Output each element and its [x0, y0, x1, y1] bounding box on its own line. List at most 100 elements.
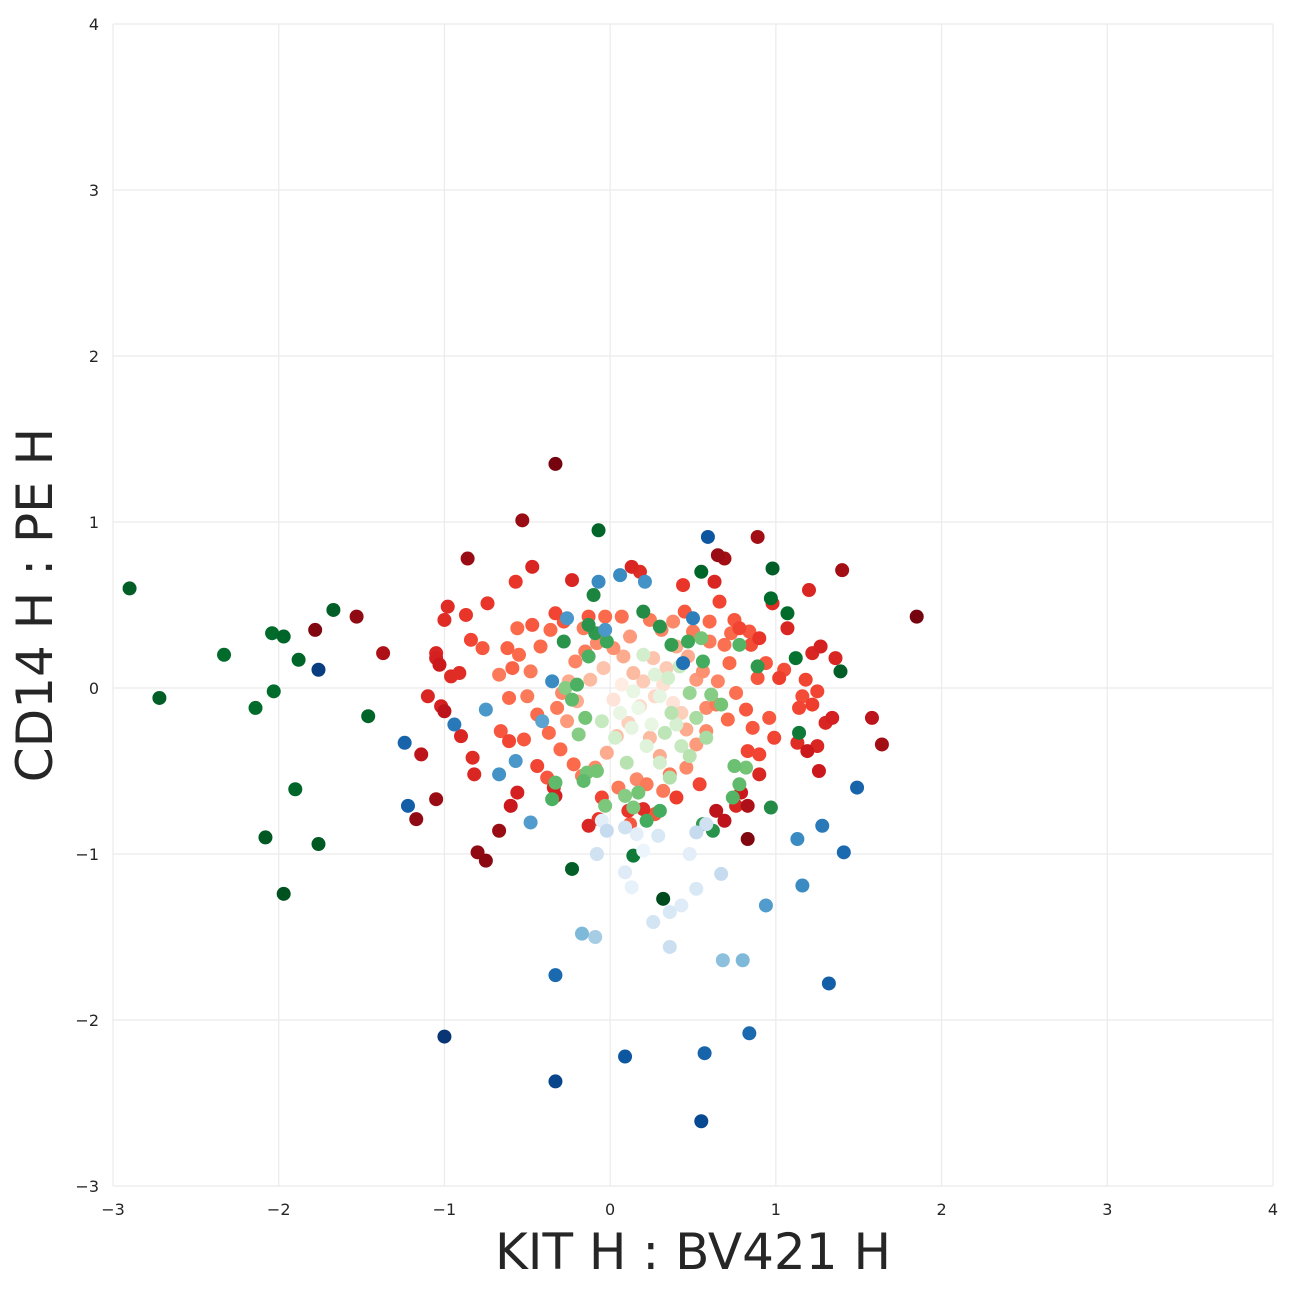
blues-data-point: [682, 847, 697, 861]
blues-data-point: [637, 574, 652, 589]
greens-data-point: [591, 523, 606, 538]
reds-data-point: [740, 744, 755, 759]
reds-data-point: [550, 700, 565, 715]
blues-data-point: [636, 843, 651, 858]
greens-data-point: [217, 647, 232, 662]
greens-data-point: [732, 637, 747, 652]
blues-data-point: [836, 845, 851, 860]
blues-data-point: [790, 832, 805, 847]
reds-data-point: [614, 609, 629, 624]
greens-data-point: [570, 677, 584, 692]
y-axis-title: CD14 H : PE H: [6, 428, 64, 782]
reds-data-point: [669, 790, 684, 805]
reds-data-point: [541, 725, 556, 740]
greens-data-point: [714, 697, 729, 712]
blues-data-point: [815, 818, 830, 833]
blues-data-point: [676, 656, 691, 671]
greens-data-point: [276, 886, 291, 901]
greens-data-point: [122, 581, 137, 596]
greens-data-point: [639, 739, 654, 754]
x-tick-label: −3: [101, 1200, 125, 1219]
greens-data-point: [565, 692, 580, 707]
reds-data-point: [510, 621, 525, 636]
greens-data-point: [626, 684, 641, 699]
greens-data-point: [732, 777, 747, 792]
reds-data-point: [722, 656, 737, 671]
blues-data-point: [694, 1114, 709, 1129]
greens-data-point: [578, 710, 593, 725]
blues-data-point: [599, 823, 614, 838]
reds-data-point: [614, 677, 629, 692]
reds-data-point: [458, 607, 473, 622]
reds-data-point: [750, 671, 765, 686]
reds-data-point: [692, 777, 707, 792]
greens-data-point: [581, 649, 596, 664]
reds-data-point: [500, 641, 515, 656]
greens-data-point: [276, 629, 291, 644]
reds-data-point: [440, 599, 455, 614]
blues-data-point: [560, 611, 575, 626]
greens-data-point: [558, 681, 573, 695]
blues-data-point: [689, 881, 704, 896]
greens-data-point: [565, 861, 580, 876]
blues-data-point: [437, 1029, 452, 1044]
reds-data-point: [492, 823, 507, 838]
reds-data-point: [565, 573, 580, 588]
greens-data-point: [765, 561, 780, 576]
blues-data-point: [508, 754, 523, 769]
reds-data-point: [533, 639, 548, 654]
reds-data-point: [772, 671, 787, 686]
greens-data-point: [266, 684, 281, 699]
reds-data-point: [752, 631, 767, 646]
reds-data-point: [548, 606, 563, 621]
reds-data-point: [676, 578, 691, 593]
greens-data-point: [599, 634, 614, 649]
blues-data-point: [742, 1026, 757, 1041]
x-tick-label: 1: [771, 1200, 781, 1219]
reds-data-point: [548, 456, 563, 471]
greens-data-point: [792, 725, 807, 740]
greens-data-point: [581, 617, 596, 632]
reds-data-point: [616, 649, 631, 664]
blues-data-point: [397, 735, 412, 750]
greens-data-point: [624, 720, 639, 735]
reds-data-point: [452, 666, 467, 681]
greens-data-point: [689, 710, 704, 725]
reds-data-point: [695, 664, 710, 679]
blues-data-point: [447, 717, 462, 732]
reds-data-point: [679, 760, 694, 775]
reds-data-point: [689, 737, 704, 752]
greens-data-point: [664, 637, 679, 652]
reds-data-point: [429, 792, 444, 807]
greens-data-point: [656, 891, 671, 906]
reds-data-point: [813, 639, 828, 654]
greens-data-point: [694, 631, 709, 646]
reds-data-point: [800, 744, 815, 759]
greens-data-point: [613, 705, 628, 720]
blues-data-point: [795, 878, 810, 893]
reds-data-point: [805, 697, 820, 712]
greens-data-point: [598, 798, 613, 813]
blues-data-point: [548, 1074, 563, 1089]
blues-data-point: [735, 953, 750, 968]
blues-data-point: [758, 898, 773, 913]
greens-data-point: [780, 606, 795, 621]
greens-data-point: [662, 770, 677, 785]
reds-data-point: [767, 730, 782, 745]
reds-data-point: [656, 783, 671, 798]
greens-data-point: [727, 759, 742, 774]
greens-data-point: [682, 685, 697, 700]
blues-data-point: [662, 905, 677, 920]
greens-data-point: [695, 654, 710, 669]
greens-data-point: [725, 790, 740, 805]
blues-data-point: [715, 953, 730, 968]
reds-data-point: [512, 647, 526, 662]
reds-data-point: [835, 563, 850, 578]
greens-data-point: [618, 788, 633, 803]
greens-data-point: [739, 760, 754, 775]
blues-data-point: [588, 930, 603, 944]
reds-data-point: [432, 657, 447, 672]
blues-data-point: [646, 915, 661, 930]
greens-data-point: [652, 619, 667, 634]
blues-data-point: [651, 828, 666, 843]
